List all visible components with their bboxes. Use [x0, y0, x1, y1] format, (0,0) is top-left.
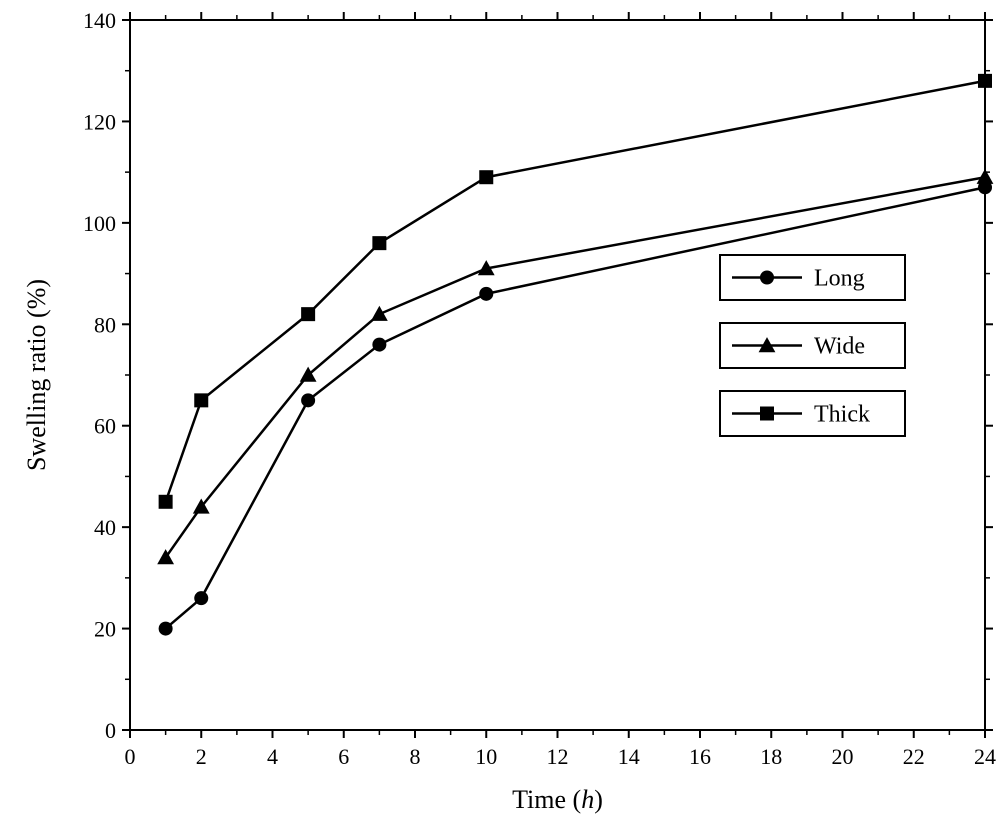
x-tick-label: 20: [832, 744, 854, 769]
y-tick-label: 80: [94, 312, 116, 337]
chart-container: 024681012141618202224020406080100120140T…: [0, 0, 1000, 827]
x-tick-label: 12: [547, 744, 569, 769]
x-tick-label: 6: [338, 744, 349, 769]
x-tick-label: 18: [760, 744, 782, 769]
y-tick-label: 140: [83, 8, 116, 33]
swelling-ratio-chart: 024681012141618202224020406080100120140T…: [0, 0, 1000, 827]
x-tick-label: 0: [125, 744, 136, 769]
y-tick-label: 100: [83, 211, 116, 236]
x-tick-label: 8: [410, 744, 421, 769]
x-tick-label: 10: [475, 744, 497, 769]
x-axis-label: Time (h): [512, 785, 603, 814]
x-tick-label: 16: [689, 744, 711, 769]
x-tick-label: 2: [196, 744, 207, 769]
legend-item-long: Long: [720, 255, 905, 300]
x-tick-label: 4: [267, 744, 278, 769]
y-tick-label: 20: [94, 617, 116, 642]
legend-label: Wide: [814, 334, 865, 360]
y-tick-label: 120: [83, 109, 116, 134]
x-tick-label: 24: [974, 744, 996, 769]
y-axis-label: Swelling ratio (%): [22, 279, 51, 471]
x-tick-label: 14: [618, 744, 640, 769]
legend-item-thick: Thick: [720, 391, 905, 436]
y-tick-label: 60: [94, 414, 116, 439]
legend-label: Long: [814, 266, 865, 292]
y-tick-label: 40: [94, 515, 116, 540]
legend-item-wide: Wide: [720, 323, 905, 368]
x-tick-label: 22: [903, 744, 925, 769]
legend-label: Thick: [814, 402, 870, 428]
y-tick-label: 0: [105, 718, 116, 743]
